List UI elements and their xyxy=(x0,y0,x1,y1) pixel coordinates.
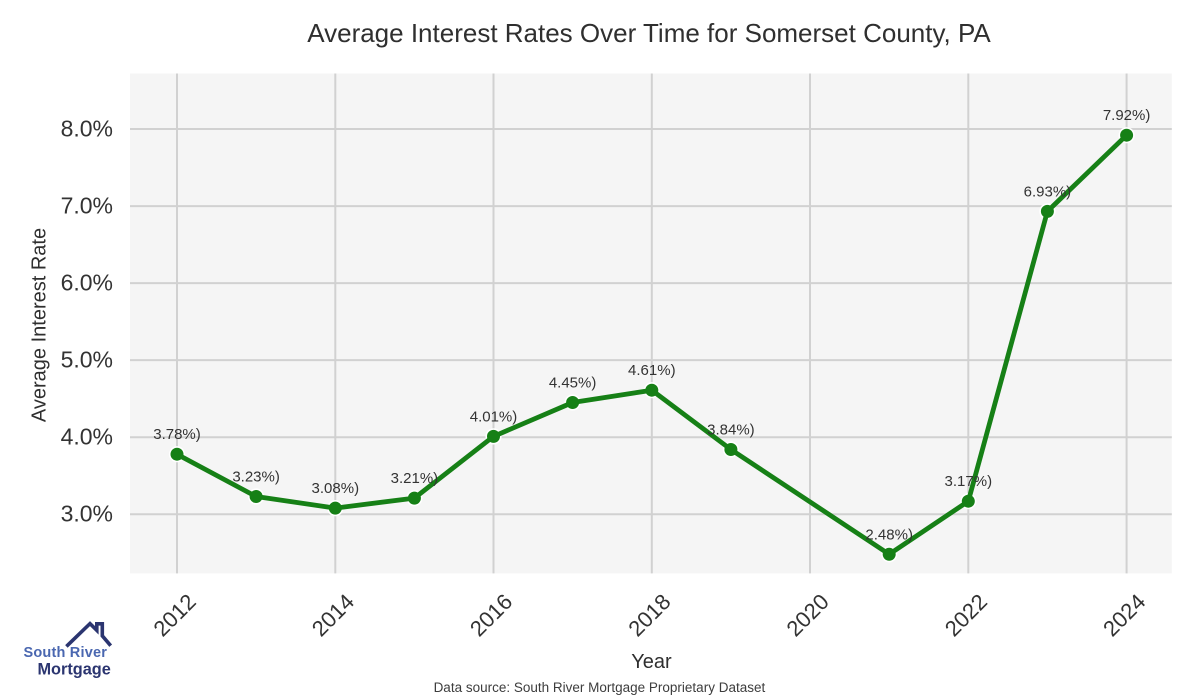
svg-text:6.0%: 6.0% xyxy=(61,270,113,296)
svg-text:3.84%): 3.84%) xyxy=(707,422,755,439)
svg-text:2024: 2024 xyxy=(1098,589,1150,641)
svg-text:2018: 2018 xyxy=(623,589,675,641)
svg-text:3.78%): 3.78%) xyxy=(153,426,201,443)
svg-text:Average Interest Rate: Average Interest Rate xyxy=(29,228,51,422)
svg-text:2020: 2020 xyxy=(782,589,834,641)
svg-text:3.21%): 3.21%) xyxy=(391,470,439,487)
svg-text:2022: 2022 xyxy=(940,589,992,641)
svg-text:3.0%: 3.0% xyxy=(61,501,113,527)
svg-text:South River: South River xyxy=(24,645,108,661)
svg-text:2.48%): 2.48%) xyxy=(865,526,913,543)
svg-text:6.93%): 6.93%) xyxy=(1024,183,1072,200)
svg-text:4.01%): 4.01%) xyxy=(470,408,518,425)
svg-text:7.92%): 7.92%) xyxy=(1103,107,1151,124)
svg-text:4.0%: 4.0% xyxy=(61,424,113,450)
svg-text:3.08%): 3.08%) xyxy=(312,480,360,497)
svg-text:4.61%): 4.61%) xyxy=(628,362,676,379)
svg-text:2016: 2016 xyxy=(465,589,517,641)
svg-text:5.0%: 5.0% xyxy=(61,347,113,373)
svg-text:Year: Year xyxy=(631,651,672,673)
svg-text:Mortgage: Mortgage xyxy=(38,661,111,679)
svg-text:2012: 2012 xyxy=(149,589,201,641)
svg-text:7.0%: 7.0% xyxy=(61,193,113,219)
svg-text:3.17%): 3.17%) xyxy=(945,473,993,490)
svg-text:Data source: South River Mortg: Data source: South River Mortgage Propri… xyxy=(434,680,766,695)
svg-text:2014: 2014 xyxy=(307,589,359,641)
svg-text:4.45%): 4.45%) xyxy=(549,375,597,392)
svg-text:Average Interest Rates Over Ti: Average Interest Rates Over Time for Som… xyxy=(307,18,991,48)
svg-text:3.23%): 3.23%) xyxy=(232,469,280,486)
svg-text:8.0%: 8.0% xyxy=(61,116,113,142)
